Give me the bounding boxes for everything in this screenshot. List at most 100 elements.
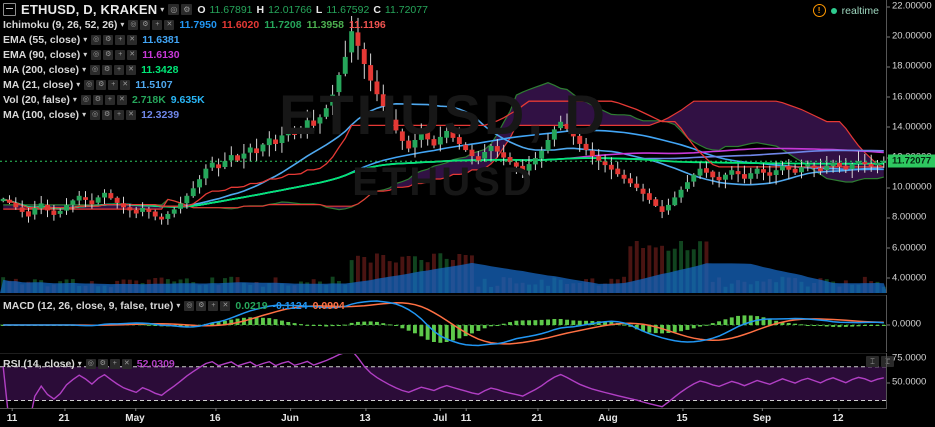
close-icon[interactable]: ✕ [121, 358, 132, 369]
macd-label[interactable]: MACD (12, 26, close, 9, false, true) [3, 299, 174, 312]
close-icon[interactable]: ✕ [126, 109, 137, 120]
gear-icon[interactable]: ⚙ [196, 300, 207, 311]
price-tick: 22.00000 [887, 0, 932, 12]
eye-icon[interactable]: ◎ [168, 4, 180, 15]
add-icon[interactable]: + [115, 49, 126, 60]
eye-icon[interactable]: ◎ [90, 109, 101, 120]
rsi-axis[interactable]: 75.0000 50.0000 [886, 353, 935, 408]
eye-icon[interactable]: ◎ [85, 358, 96, 369]
indicator-row[interactable]: MA (200, close) ▾ ◎ ⚙ + ✕ 11.3428 [3, 62, 428, 77]
chevron-down-icon[interactable]: ▾ [176, 301, 181, 310]
chevron-down-icon[interactable]: ▾ [120, 20, 125, 29]
indicator-label[interactable]: EMA (55, close) [3, 33, 81, 46]
eye-icon[interactable]: ◎ [91, 49, 102, 60]
add-icon[interactable]: + [104, 94, 115, 105]
chevron-down-icon[interactable]: ▾ [82, 65, 87, 74]
indicator-value: 11.3428 [141, 63, 179, 76]
eye-icon[interactable]: ◎ [84, 79, 95, 90]
gear-icon[interactable]: ⚙ [92, 94, 103, 105]
indicator-row[interactable]: EMA (90, close) ▾ ◎ ⚙ + ✕ 11.6130 [3, 47, 428, 62]
indicator-label[interactable]: Ichimoku (9, 26, 52, 26) [3, 18, 118, 31]
indicator-values: 11.5107 [135, 79, 172, 91]
indicator-row[interactable]: Vol (20, false) ▾ ◎ ⚙ + ✕ 2.718K 9.635K [3, 92, 428, 107]
add-icon[interactable]: + [114, 109, 125, 120]
watermark-secondary: ETHUSD [352, 160, 535, 204]
price-tick: 4.00000 [886, 272, 927, 284]
add-icon[interactable]: + [152, 19, 163, 30]
close-icon[interactable]: ✕ [126, 64, 137, 75]
last-price-tag[interactable]: 11.72077 [888, 154, 935, 168]
add-icon[interactable]: + [114, 64, 125, 75]
warning-icon[interactable]: ! [812, 4, 826, 17]
date-tick: Jul [432, 408, 448, 424]
gear-icon[interactable]: ⚙ [103, 34, 114, 45]
indicator-row[interactable]: EMA (55, close) ▾ ◎ ⚙ + ✕ 11.6381 [3, 32, 428, 47]
macd-legend-row[interactable]: MACD (12, 26, close, 9, false, true) ▾ ◎… [3, 298, 345, 313]
date-tick: 13 [359, 408, 371, 424]
indicator-label[interactable]: EMA (90, close) [3, 48, 81, 61]
gear-icon[interactable]: ⚙ [181, 4, 193, 15]
indicator-label[interactable]: MA (21, close) [3, 78, 74, 91]
eye-icon[interactable]: ◎ [91, 34, 102, 45]
chevron-down-icon[interactable]: ▾ [77, 359, 82, 368]
indicator-value: 2.718K [131, 93, 166, 106]
close-value: 11.72077 [384, 3, 428, 16]
gear-icon[interactable]: ⚙ [96, 79, 107, 90]
chevron-down-icon[interactable]: ▾ [72, 95, 77, 104]
rsi-scale-handle-2[interactable]: ⌶ [881, 356, 894, 367]
symbol-label[interactable]: ETHUSD, D, KRAKEN [21, 2, 158, 17]
chevron-down-icon[interactable]: ▾ [82, 110, 87, 119]
price-pane[interactable] [0, 0, 887, 293]
eye-icon[interactable]: ◎ [128, 19, 139, 30]
indicator-label[interactable]: MA (100, close) [3, 108, 80, 121]
rsi-label[interactable]: RSI (14, close) [3, 357, 75, 370]
price-tick: 6.00000 [886, 242, 927, 254]
rsi-legend-row[interactable]: RSI (14, close) ▾ ◎ ⚙ + ✕ 52.0309 [3, 356, 175, 371]
indicator-row[interactable]: MA (100, close) ▾ ◎ ⚙ + ✕ 12.3239 [3, 107, 428, 122]
rsi-scale-handle-1[interactable]: ⌶ [866, 356, 879, 367]
macd-pane[interactable] [0, 295, 887, 353]
price-tick: 10.00000 [887, 181, 932, 193]
legend-symbol-row[interactable]: ETHUSD, D, KRAKEN ▾ ◎ ⚙ O 11.67891 H 12.… [3, 2, 428, 17]
status-area: ! realtime [812, 4, 879, 17]
date-axis[interactable]: 11 21 May 16 Jun 13 Jul 11 21 Aug 15 Sep 12 [0, 408, 887, 427]
gear-icon[interactable]: ⚙ [102, 64, 113, 75]
date-tick: 21 [531, 408, 543, 424]
indicator-value: 11.7950 [179, 18, 217, 31]
close-icon[interactable]: ✕ [164, 19, 175, 30]
add-icon[interactable]: + [108, 79, 119, 90]
date-tick: 11 [460, 408, 472, 424]
price-axis[interactable]: 22.00000 20.00000 18.00000 16.00000 14.00000… [886, 0, 935, 293]
chevron-down-icon[interactable]: ▾ [76, 80, 81, 89]
indicator-label[interactable]: Vol (20, false) [3, 93, 70, 106]
chevron-down-icon[interactable]: ▾ [83, 50, 88, 59]
gear-icon[interactable]: ⚙ [102, 109, 113, 120]
open-label: O [197, 3, 206, 16]
chevron-down-icon[interactable]: ▾ [83, 35, 88, 44]
close-icon[interactable]: ✕ [116, 94, 127, 105]
close-icon[interactable]: ✕ [127, 49, 138, 60]
rsi-pane[interactable] [0, 353, 887, 409]
gear-icon[interactable]: ⚙ [97, 358, 108, 369]
indicator-value: 12.3239 [141, 108, 180, 121]
add-icon[interactable]: + [208, 300, 219, 311]
indicator-value: 11.6381 [142, 33, 180, 46]
close-icon[interactable]: ✕ [127, 34, 138, 45]
add-icon[interactable]: + [115, 34, 126, 45]
indicator-label[interactable]: MA (200, close) [3, 63, 80, 76]
chevron-down-icon[interactable]: ▾ [160, 5, 165, 14]
collapse-icon[interactable] [3, 3, 16, 16]
gear-icon[interactable]: ⚙ [140, 19, 151, 30]
eye-icon[interactable]: ◎ [184, 300, 195, 311]
rsi-tick: 75.0000 [886, 352, 927, 364]
close-icon[interactable]: ✕ [120, 79, 131, 90]
macd-axis[interactable]: 0.0000 [886, 295, 935, 352]
indicator-row[interactable]: MA (21, close) ▾ ◎ ⚙ + ✕ 11.5107 [3, 77, 428, 92]
indicator-row[interactable]: Ichimoku (9, 26, 52, 26) ▾ ◎ ⚙ + ✕ 11.7950 11.6… [3, 17, 428, 32]
close-icon[interactable]: ✕ [220, 300, 231, 311]
gear-icon[interactable]: ⚙ [103, 49, 114, 60]
eye-icon[interactable]: ◎ [90, 64, 101, 75]
date-tick: 12 [832, 408, 844, 424]
eye-icon[interactable]: ◎ [80, 94, 91, 105]
add-icon[interactable]: + [109, 358, 120, 369]
